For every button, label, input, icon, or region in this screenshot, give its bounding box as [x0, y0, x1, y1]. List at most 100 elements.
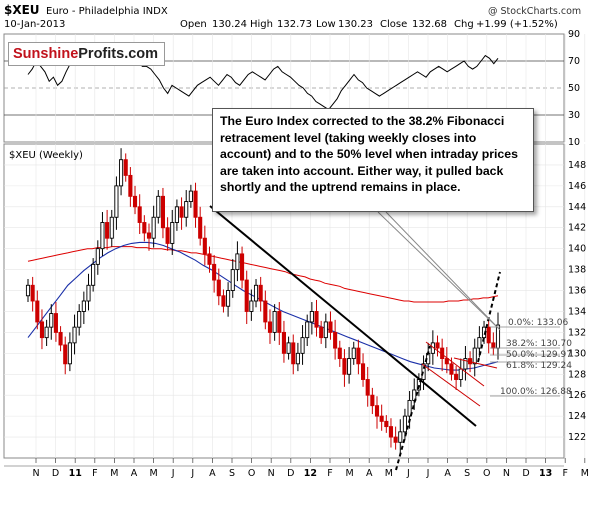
- fib-label: 61.8%: 129.24: [506, 361, 572, 371]
- x-tick-label: F: [92, 468, 97, 479]
- candle-body: [188, 190, 193, 203]
- x-tick-label: M: [385, 468, 393, 479]
- price-y-tick-label: 126: [568, 390, 586, 401]
- callout-pointer-1: [377, 211, 498, 328]
- fib-label: 38.2%: 130.70: [506, 339, 572, 349]
- open-label: Open: [180, 19, 207, 30]
- candle-body: [95, 248, 100, 265]
- candle-body: [202, 237, 207, 255]
- candle-body: [142, 222, 147, 234]
- candle-body: [407, 399, 412, 417]
- price-y-tick-label: 140: [568, 244, 586, 255]
- candle-body: [30, 284, 35, 302]
- candle-body: [39, 321, 45, 339]
- candle-body: [72, 326, 77, 344]
- x-tick-label: 11: [69, 468, 82, 479]
- x-tick-label: S: [464, 468, 470, 479]
- candle-body: [356, 347, 361, 365]
- candle-body: [207, 253, 212, 265]
- low-label: Low: [316, 19, 336, 30]
- rsi-y-tick-label: 90: [568, 29, 580, 40]
- sunshine-profits-logo: SunshineProfits.com: [8, 42, 165, 66]
- candle-body: [305, 321, 310, 339]
- candle-body: [491, 342, 496, 349]
- chart-date: 10-Jan-2013: [4, 19, 65, 30]
- price-y-tick-label: 122: [568, 432, 586, 443]
- ticker-symbol: $XEU: [4, 3, 40, 17]
- logo-part-sunshine: Sunshine: [13, 46, 79, 62]
- candle-body: [472, 347, 477, 365]
- candle-body: [160, 195, 166, 229]
- ohlc-readout: Open 130.24 High 132.73 Low 130.23 Close…: [180, 19, 558, 30]
- candle-body: [398, 431, 403, 443]
- x-tick-label: D: [522, 468, 529, 479]
- candle-body: [347, 358, 352, 375]
- candle-body: [463, 358, 468, 370]
- x-tick-label: A: [209, 468, 216, 479]
- candle-body: [281, 331, 286, 354]
- price-candles: [25, 148, 501, 454]
- price-y-tick-label: 134: [568, 306, 586, 317]
- candle-body: [170, 222, 175, 244]
- low-value: 130.23: [338, 19, 373, 30]
- moving-average-red: [27, 246, 499, 303]
- x-tick-label: D: [287, 468, 294, 479]
- candle-body: [379, 415, 384, 422]
- x-tick-label: M: [110, 468, 118, 479]
- price-y-tick-label: 144: [568, 202, 586, 213]
- candle-body: [454, 373, 459, 380]
- watermark: @ StockCharts.com: [488, 6, 581, 17]
- candle-body: [77, 311, 82, 328]
- candle-body: [100, 222, 105, 250]
- price-panel-label: $XEU (Weekly): [9, 150, 83, 161]
- callout-pointer-2: [385, 211, 501, 331]
- x-tick-label: O: [248, 468, 255, 479]
- price-y-tick-label: 132: [568, 327, 586, 338]
- rsi-y-tick-label: 10: [568, 137, 580, 148]
- candle-body: [179, 206, 184, 218]
- candle-body: [235, 253, 240, 271]
- price-y-tick-label: 142: [568, 223, 586, 234]
- candle-body: [277, 311, 282, 333]
- close-value: 132.68: [412, 19, 447, 30]
- candle-body: [365, 379, 370, 396]
- candle-body: [156, 195, 161, 218]
- candle-body: [216, 279, 221, 297]
- x-tick-label: S: [229, 468, 235, 479]
- candle-body: [360, 363, 366, 380]
- candle-body: [137, 206, 142, 223]
- rsi-y-tick-label: 70: [568, 56, 580, 67]
- candle-body: [244, 279, 249, 312]
- x-tick-label: J: [190, 468, 194, 479]
- uptrend-line-1: [395, 345, 431, 471]
- x-tick-label: J: [426, 468, 430, 479]
- candle-body: [184, 201, 189, 218]
- uptrend-line-2: [477, 271, 501, 363]
- chg-value: +1.99 (+1.52%): [476, 19, 558, 30]
- candle-body: [193, 190, 198, 218]
- candle-body: [272, 311, 277, 333]
- x-tick-label: A: [131, 468, 138, 479]
- candle-body: [253, 284, 259, 302]
- candle-body: [258, 284, 263, 302]
- candle-body: [114, 185, 119, 218]
- x-tick-label: M: [345, 468, 353, 479]
- candle-body: [300, 337, 305, 354]
- x-tick-label: A: [366, 468, 373, 479]
- candle-body: [58, 331, 63, 346]
- rsi-y-ticks: 10 30 50 70 90: [568, 29, 580, 148]
- candle-body: [342, 358, 347, 375]
- candle-body: [212, 263, 217, 281]
- candle-body: [63, 344, 68, 365]
- x-tick-label: J: [406, 468, 410, 479]
- candle-body: [337, 347, 342, 360]
- candle-body: [388, 426, 394, 438]
- candle-body: [291, 342, 296, 365]
- candle-body: [384, 420, 389, 428]
- candle-body: [81, 300, 86, 312]
- x-tick-label: 13: [539, 468, 552, 479]
- commentary-callout: The Euro Index corrected to the 38.2% Fi…: [212, 108, 534, 212]
- price-y-tick-label: 146: [568, 181, 586, 192]
- price-y-tick-label: 138: [568, 265, 586, 276]
